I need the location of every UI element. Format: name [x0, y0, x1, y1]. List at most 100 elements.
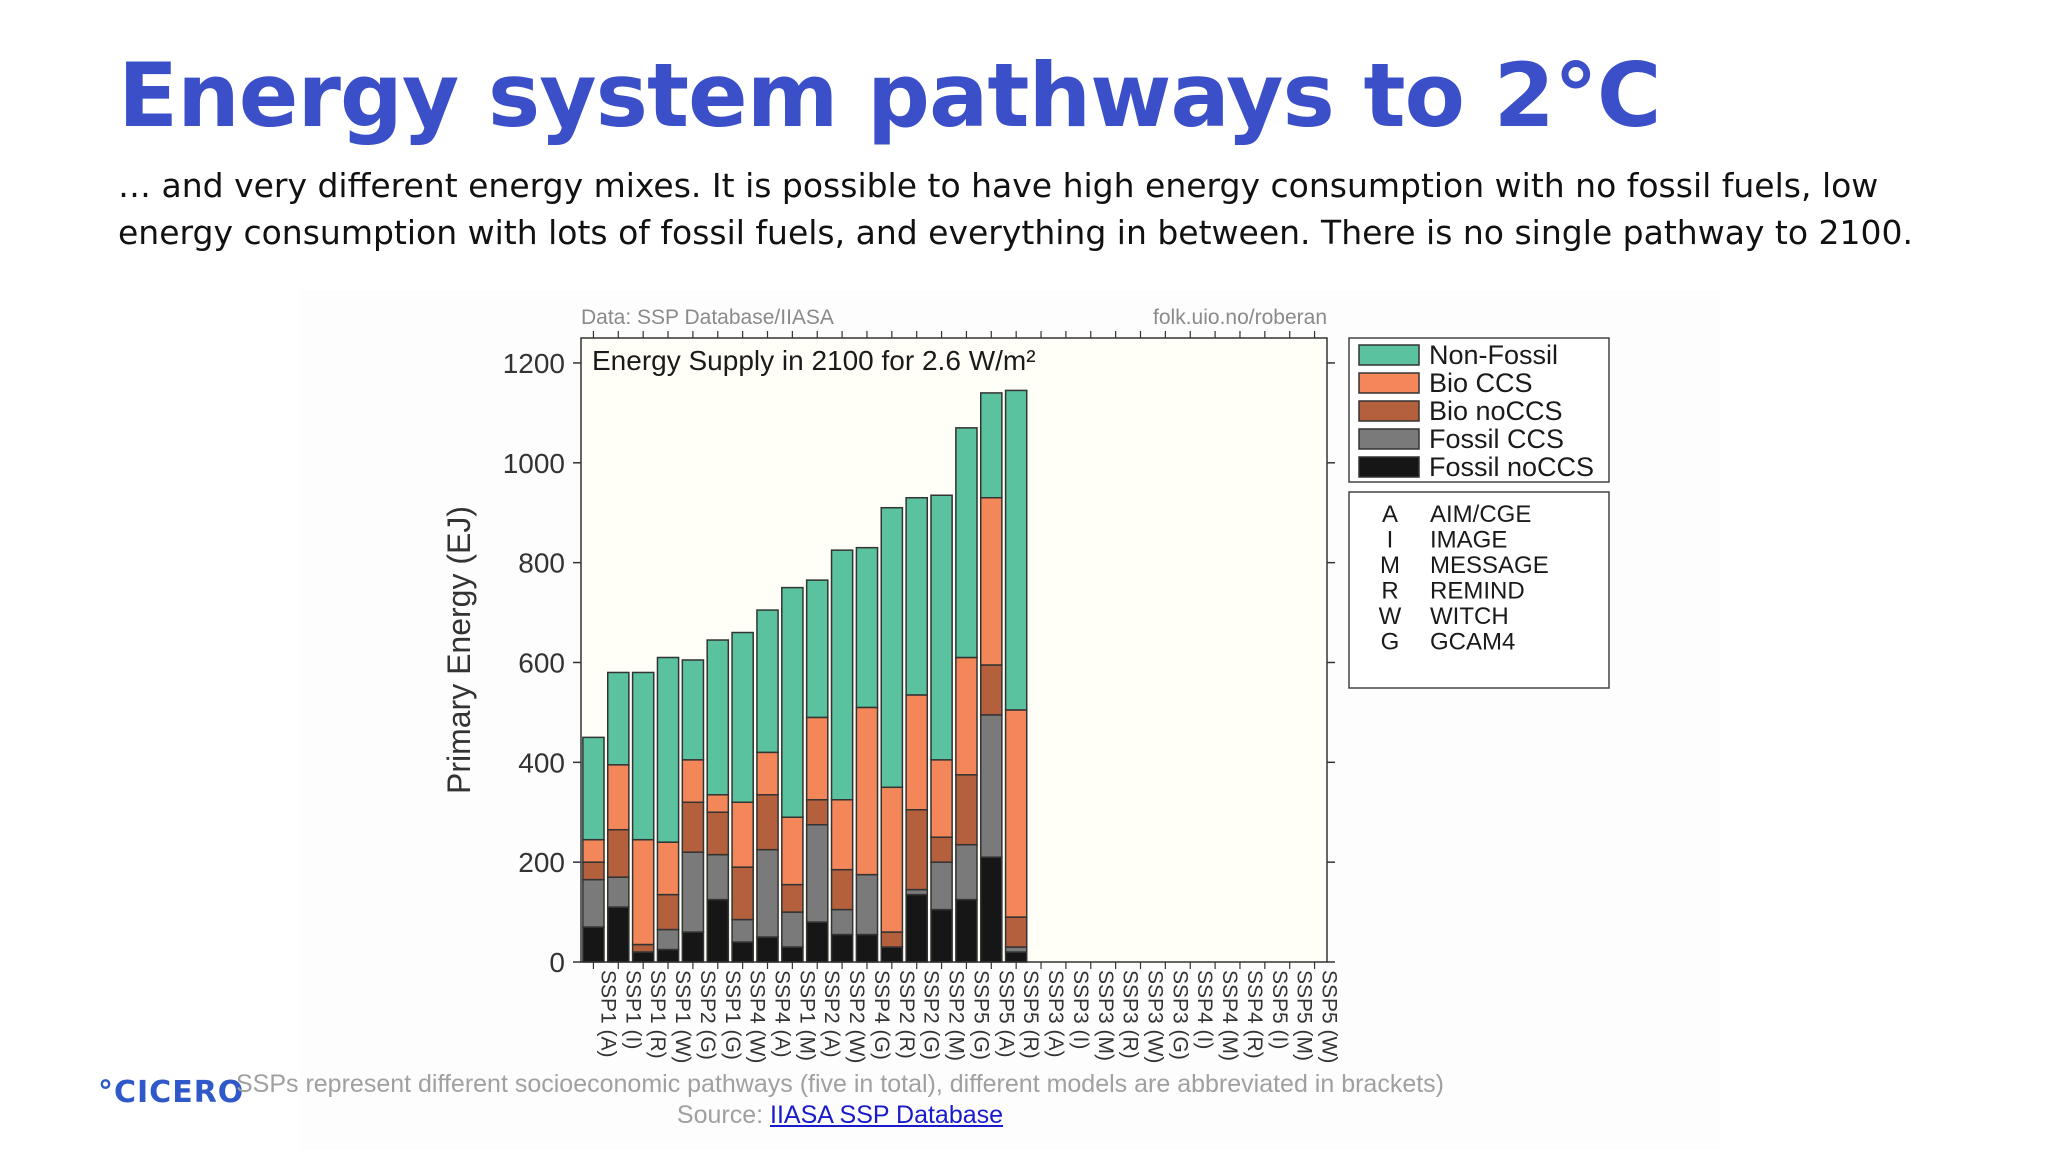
bar-segment	[979, 496, 1003, 666]
bar-segment	[805, 579, 829, 719]
y-tick-label: 800	[518, 548, 565, 579]
bar-segment	[955, 656, 978, 776]
x-tick-label: SSP3 (A)	[1044, 970, 1067, 1058]
x-tick-label: SSP5 (M)	[1293, 970, 1316, 1061]
bar-segment	[855, 706, 879, 876]
bar-segment	[955, 898, 978, 963]
x-tick-label: SSP5 (I)	[1268, 970, 1291, 1049]
bar-segment	[681, 659, 705, 761]
chart-title: Energy Supply in 2100 for 2.6 W/m²	[592, 345, 1036, 376]
model-name: MESSAGE	[1430, 552, 1549, 579]
model-abbr: M	[1380, 552, 1400, 579]
bar-segment	[706, 898, 730, 963]
x-tick-label: SSP2 (A)	[820, 970, 843, 1058]
model-abbr: G	[1381, 629, 1400, 656]
y-axis-label: Primary Energy (EJ)	[441, 506, 477, 794]
x-tick-label: SSP2 (G)	[696, 970, 719, 1060]
bar-segment	[805, 823, 829, 923]
bar-segment	[656, 841, 680, 896]
bar-segment	[681, 851, 705, 933]
y-tick-label: 200	[518, 847, 565, 878]
bar-segment	[855, 546, 879, 709]
source-prefix: Source:	[676, 1101, 771, 1129]
page-title: Energy system pathways to 2°C	[118, 44, 1661, 147]
bar-segment	[1004, 951, 1028, 963]
bar-segment	[631, 951, 655, 963]
x-tick-label: SSP1 (A)	[596, 970, 619, 1058]
bar-segment	[905, 893, 929, 963]
model-name: GCAM4	[1430, 629, 1515, 656]
bar-segment	[656, 948, 680, 963]
x-tick-label: SSP4 (A)	[771, 970, 794, 1058]
model-abbr: W	[1379, 603, 1402, 630]
bar-segment	[582, 838, 605, 863]
bar-segment	[880, 786, 904, 933]
bar-segment	[1004, 389, 1028, 711]
bar-segment	[606, 828, 630, 878]
bar-segment	[955, 427, 978, 659]
bar-segment	[731, 941, 754, 963]
bar-segment	[656, 928, 680, 951]
chart-credit-left: Data: SSP Database/IIASA	[581, 306, 834, 329]
x-tick-label: SSP2 (M)	[945, 970, 968, 1061]
x-tick-label: SSP5 (R)	[1019, 970, 1042, 1059]
bar-segment	[979, 856, 1003, 963]
y-tick-label: 0	[549, 947, 565, 978]
bar-segment	[955, 774, 978, 846]
bar-segment	[582, 736, 605, 841]
bar-segment	[582, 861, 605, 881]
plot-frame	[580, 337, 1328, 963]
bar-segment	[830, 933, 854, 963]
chart-credit-right: folk.uio.no/roberan	[1153, 306, 1327, 329]
x-tick-label: SSP3 (W)	[1144, 970, 1167, 1063]
bar-segment	[830, 868, 854, 911]
bar-segment	[880, 946, 904, 963]
bar-segment	[979, 714, 1003, 858]
x-tick-label: SSP3 (R)	[1119, 970, 1142, 1059]
bar-segment	[656, 656, 680, 843]
model-key: A AIM/CGE I IMAGE M MESSAGE R REMIND W WITCH G GCAM…	[1348, 491, 1610, 689]
y-tick-label: 1200	[503, 348, 565, 379]
bar-segment	[756, 751, 779, 796]
bar-segment	[781, 946, 804, 963]
model-abbr: R	[1381, 578, 1398, 605]
legend-label: Fossil CCS	[1429, 424, 1564, 454]
bar-segment	[606, 671, 630, 766]
plot-area	[581, 338, 1327, 962]
bar-segment	[830, 799, 854, 871]
footnote: SSPs represent different socioeconomic p…	[235, 1070, 1445, 1098]
bar-segment	[706, 853, 730, 901]
x-tick-label: SSP5 (G)	[969, 970, 992, 1060]
bar-segment	[855, 873, 879, 936]
bar-segment	[606, 906, 630, 963]
x-tick-label: SSP1 (G)	[721, 970, 744, 1060]
legend-label: Bio noCCS	[1429, 396, 1563, 426]
bar-segment	[1004, 709, 1028, 918]
bar-segment	[905, 496, 929, 696]
bar-segment	[930, 759, 953, 838]
bar-segment	[905, 694, 929, 811]
x-tick-label: SSP3 (G)	[1168, 970, 1191, 1060]
source-link[interactable]: IIASA SSP Database	[770, 1101, 1004, 1129]
bar-segment	[582, 878, 605, 928]
bar-segment	[631, 943, 655, 953]
legend-swatch	[1358, 428, 1420, 450]
bar-segment	[955, 843, 978, 901]
bar-segment	[930, 494, 953, 761]
legend-label: Non-Fossil	[1429, 340, 1558, 370]
y-tick-label: 400	[518, 747, 565, 778]
cicero-logo: °CICERO	[98, 1075, 245, 1110]
slide-description: … and very different energy mixes. It is…	[118, 166, 1914, 252]
legend-label: Bio CCS	[1429, 368, 1533, 398]
x-tick-label: SSP4 (I)	[1193, 970, 1216, 1049]
bar-segment	[681, 801, 705, 853]
x-tick-label: SSP4 (W)	[746, 970, 769, 1063]
bar-segment	[606, 764, 630, 831]
legend-swatch	[1358, 456, 1420, 478]
bar-segment	[606, 876, 630, 908]
bar-segment	[880, 931, 904, 948]
bar-segment	[781, 911, 804, 948]
bar-segment	[880, 506, 904, 789]
